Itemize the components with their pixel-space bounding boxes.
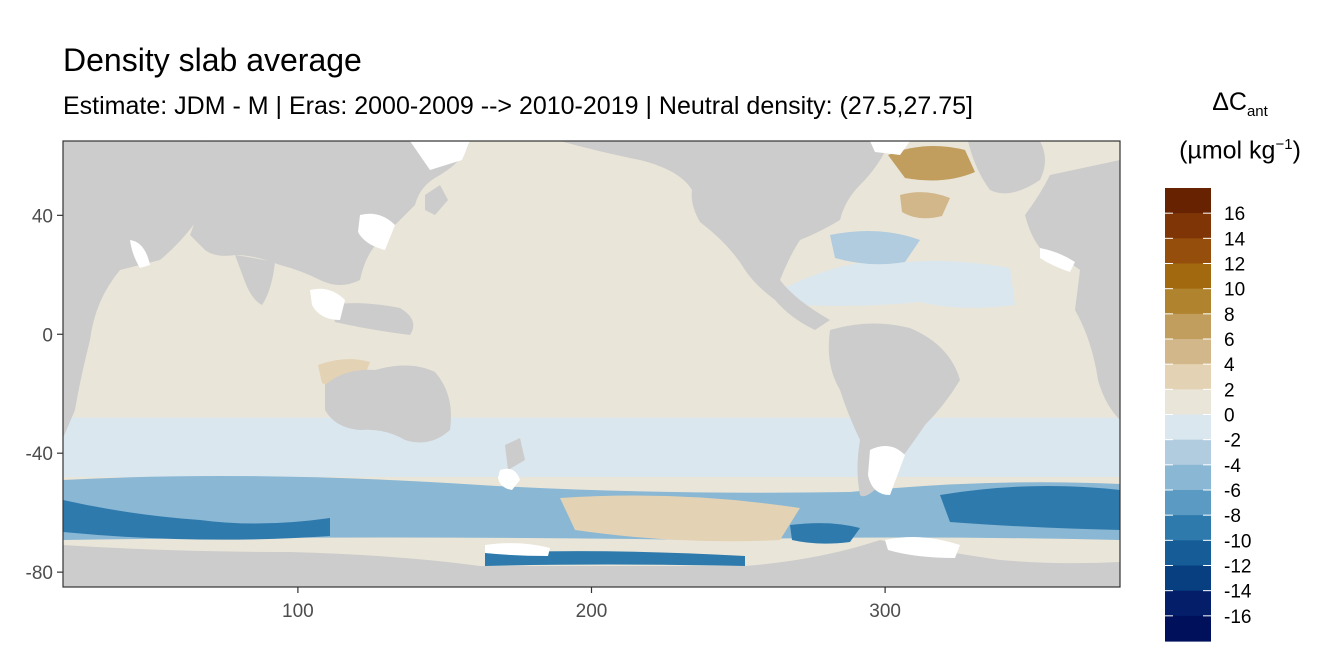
africa-land: [63, 141, 210, 438]
legend-color-step: [1165, 263, 1211, 290]
japan-land: [425, 185, 448, 215]
legend-label: 16: [1224, 204, 1245, 225]
legend-color-step: [1165, 313, 1211, 340]
legend-label: 6: [1224, 330, 1235, 351]
x-tick-label: 200: [576, 601, 608, 622]
legend-label: 8: [1224, 305, 1235, 326]
legend-color-step: [1165, 288, 1211, 315]
region-western-north-atlantic: [830, 231, 920, 265]
y-tick-label: -80: [26, 563, 53, 584]
legend-color-step: [1165, 339, 1211, 365]
no-data-arctic: [410, 141, 470, 170]
y-axis: 40 0 -40 -80: [26, 206, 63, 584]
europe-land: [1025, 160, 1120, 300]
legend-color-step: [1165, 188, 1211, 214]
legend-color-step: [1165, 238, 1211, 265]
region-pacific-sector-south: [560, 495, 800, 542]
greenland-land: [968, 141, 1045, 194]
legend-color-step: [1165, 540, 1211, 567]
legend-label: -12: [1224, 557, 1251, 578]
north-america-land: [560, 141, 890, 330]
chart-title: Density slab average: [63, 42, 362, 78]
no-data-kerguelen: [498, 468, 520, 490]
no-data-japan-sea: [358, 213, 395, 250]
region-irminger-sea: [900, 192, 950, 219]
legend-title-quantity: ΔCant: [1150, 88, 1330, 120]
legend-unit-post: ): [1292, 136, 1301, 165]
y-tick-label: 40: [32, 206, 53, 227]
no-data-hudson-bay: [870, 141, 910, 155]
y-tick-label: 0: [42, 325, 53, 346]
no-data-south-china-sea: [310, 288, 345, 320]
south-america-land: [828, 323, 960, 497]
legend-label: 10: [1224, 280, 1245, 301]
india-land: [235, 255, 275, 305]
no-data-mediterranean: [1040, 248, 1075, 272]
x-tick-label: 100: [282, 601, 314, 622]
x-tick-label: 300: [869, 601, 901, 622]
legend-color-step: [1165, 213, 1211, 239]
legend-title-subscript: ant: [1246, 103, 1268, 120]
australia-land: [325, 365, 451, 443]
legend-color-step: [1165, 464, 1211, 491]
ocean-bands: [63, 417, 1120, 477]
no-data-areas: [130, 141, 1075, 558]
x-axis: 100 200 300: [282, 587, 901, 622]
legend-unit-pre: (µmol kg: [1179, 136, 1276, 165]
legend-label: -14: [1224, 582, 1252, 603]
no-data-weddell-margin: [885, 536, 960, 558]
legend-color-step: [1165, 364, 1211, 390]
legend-color-step: [1165, 565, 1211, 592]
y-tick-label: -40: [26, 444, 53, 465]
legend-color-step: [1165, 615, 1211, 642]
antarctica-land: [63, 540, 1120, 587]
legend-title-unit: (µmol kg−1): [1150, 136, 1330, 165]
region-subantarctic-band: [63, 417, 1120, 477]
legend-label: 0: [1224, 406, 1235, 427]
region-antarctic-margin-amundsen: [790, 523, 860, 544]
region-antarctic-margin-ross: [485, 551, 745, 566]
legend-label: 4: [1224, 355, 1235, 376]
new-zealand-land: [505, 438, 525, 470]
legend-title-symbol: ΔC: [1212, 88, 1247, 116]
region-labrador-sea: [888, 146, 975, 181]
legend-label: -16: [1224, 607, 1251, 628]
legend-unit-superscript: −1: [1275, 136, 1293, 153]
region-antarctic-margin: [63, 500, 330, 540]
region-subtropical-north-atlantic: [780, 260, 1015, 308]
legend-colorbar: 16 14 12 10 8 6 4 2 0 -2 -4 -6 -8 -10 -12 -14 -16: [1165, 188, 1252, 642]
legend-label: 14: [1224, 229, 1246, 250]
legend-label: -10: [1224, 531, 1251, 552]
chart-subtitle: Estimate: JDM - M | Eras: 2000-2009 --> …: [63, 92, 973, 120]
legend-color-step: [1165, 439, 1211, 466]
legend-color-step: [1165, 389, 1211, 416]
no-data-ross-sea: [485, 543, 550, 556]
legend-color-step: [1165, 490, 1211, 516]
legend-label: -8: [1224, 506, 1241, 527]
map-panel-content: [63, 141, 1120, 587]
no-data-argentine-shelf: [868, 446, 905, 495]
legend-color-step: [1165, 515, 1211, 541]
legend-label: -6: [1224, 481, 1241, 502]
legend-label: -2: [1224, 431, 1241, 452]
west-africa-land: [1075, 265, 1120, 420]
legend-label: 2: [1224, 380, 1235, 401]
legend-label: 12: [1224, 255, 1245, 276]
no-data-red-sea: [130, 240, 150, 268]
asia-land: [190, 141, 470, 285]
legend-color-step: [1165, 414, 1211, 441]
region-weddell-atlantic-sector: [940, 486, 1120, 530]
indonesia-land: [330, 303, 414, 335]
land-masses: [63, 141, 1120, 587]
legend-color-step: [1165, 590, 1211, 617]
legend-label: -4: [1224, 456, 1241, 477]
